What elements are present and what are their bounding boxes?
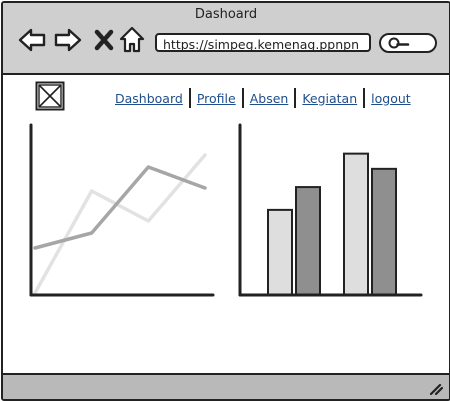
status-bar <box>3 373 449 399</box>
forward-button[interactable] <box>53 25 83 55</box>
search-icon <box>388 37 410 49</box>
nav-kegiatan[interactable]: Kegiatan <box>302 90 358 106</box>
nav-dashboard[interactable]: Dashboard <box>115 90 183 106</box>
line-series-1 <box>33 153 207 295</box>
x-icon <box>94 29 114 51</box>
home-button[interactable] <box>117 25 147 55</box>
back-button[interactable] <box>17 25 47 55</box>
arrow-left-icon <box>18 28 46 52</box>
stop-button[interactable] <box>91 25 121 55</box>
resize-grip-icon[interactable] <box>429 381 443 395</box>
home-icon <box>119 26 145 53</box>
title-bar: Dashoard https://simpeg.kemenag.ppnpn <box>3 3 449 75</box>
window-title: Dashoard <box>194 7 258 22</box>
nav-profile[interactable]: Profile <box>196 90 236 106</box>
search-field[interactable] <box>379 33 437 53</box>
nav-divider <box>363 88 366 108</box>
url-input[interactable]: https://simpeg.kemenag.ppnpn <box>155 33 371 52</box>
bar-group-1-series-1 <box>267 208 293 296</box>
bar-group-2-series-2 <box>371 167 397 297</box>
line-series-2 <box>33 165 207 250</box>
image-placeholder-icon <box>35 81 65 111</box>
main-nav: Dashboard Profile Absen Kegiatan logout <box>109 87 417 109</box>
line-chart <box>29 123 215 297</box>
nav-logout[interactable]: logout <box>371 90 411 106</box>
bar-group-2-series-1 <box>343 152 369 296</box>
bar-group-1-series-2 <box>295 186 321 296</box>
nav-divider <box>188 88 191 108</box>
bar-chart <box>238 123 423 297</box>
nav-divider <box>241 88 244 108</box>
logo-placeholder <box>35 81 65 111</box>
nav-divider <box>294 88 297 108</box>
arrow-right-icon <box>54 28 82 52</box>
nav-absen[interactable]: Absen <box>249 90 289 106</box>
